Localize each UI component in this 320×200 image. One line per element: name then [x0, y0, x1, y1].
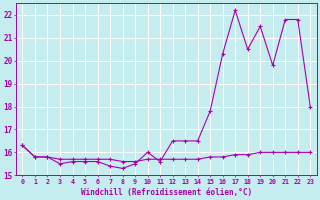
X-axis label: Windchill (Refroidissement éolien,°C): Windchill (Refroidissement éolien,°C)	[81, 188, 252, 197]
